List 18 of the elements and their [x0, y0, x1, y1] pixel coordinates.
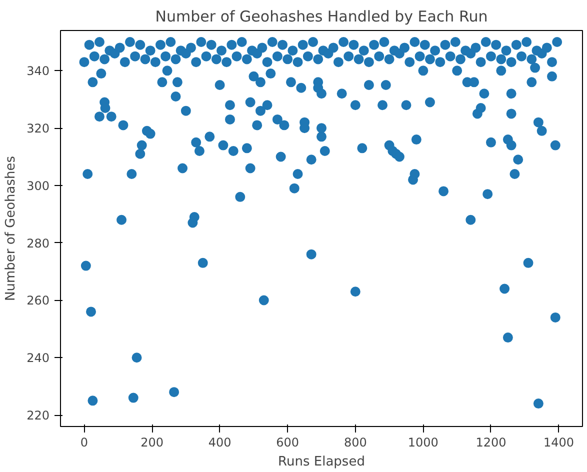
x-tick-label: 800: [344, 436, 367, 450]
y-tick-label: 300: [26, 178, 50, 193]
x-axis-title: Runs Elapsed: [278, 454, 365, 470]
chart-title: Number of Geohashes Handled by Each Run: [155, 8, 488, 26]
y-tick-label: 340: [26, 64, 50, 78]
x-tick-label: 1200: [476, 436, 506, 450]
x-tick-label: 400: [208, 436, 232, 450]
x-tick-label: 200: [140, 436, 164, 450]
y-axis-title: Number of Geohashes: [4, 156, 19, 302]
x-tick-label: 1000: [408, 436, 438, 450]
y-tick-label: 320: [26, 122, 50, 136]
x-tick-label: 0: [80, 436, 88, 450]
y-tick-label: 260: [26, 294, 50, 308]
x-tick-label: 1400: [544, 436, 574, 450]
y-tick-label: 240: [26, 351, 50, 366]
y-tick-label: 280: [26, 236, 50, 250]
y-tick-label: 220: [26, 408, 50, 423]
x-tick-label: 600: [276, 436, 300, 450]
